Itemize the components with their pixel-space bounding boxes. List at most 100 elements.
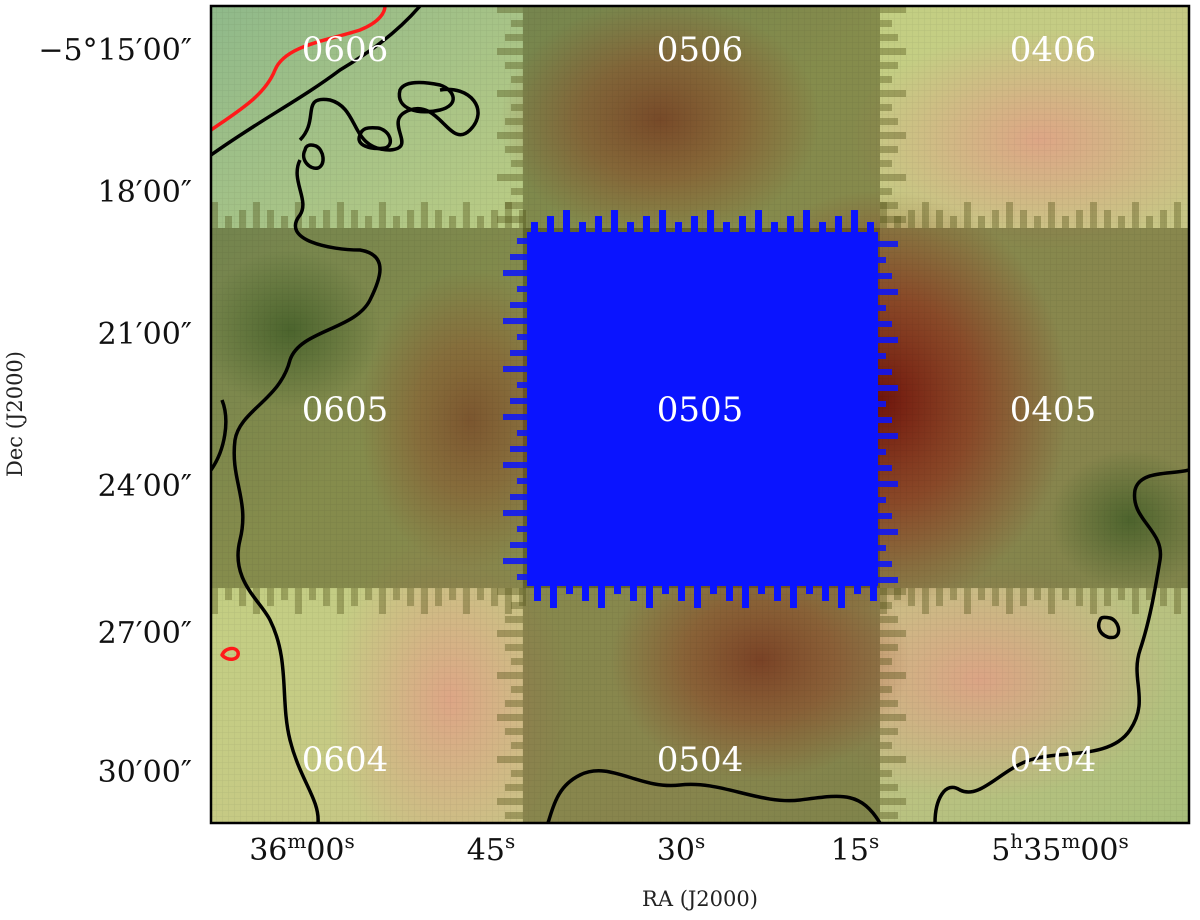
highlight-edge: [630, 586, 637, 601]
edge-serration: [1034, 588, 1041, 600]
highlighted-tile-0505[interactable]: [503, 210, 898, 608]
edge-serration: [880, 588, 906, 595]
edge-serration: [505, 202, 523, 209]
x-tick-label: 30s: [657, 829, 705, 868]
edge-serration: [936, 588, 943, 606]
edge-serration: [978, 216, 985, 228]
highlight-edge: [503, 510, 527, 516]
highlight-edge: [517, 526, 527, 532]
edge-serration: [421, 202, 428, 228]
edge-serration: [323, 210, 330, 228]
highlight-edge: [822, 586, 829, 601]
highlight-edge: [510, 494, 527, 500]
edge-serration: [1174, 202, 1181, 228]
edge-serration: [309, 216, 316, 228]
edge-serration: [309, 588, 316, 600]
edge-serration: [1160, 588, 1167, 606]
edge-serration: [936, 210, 943, 228]
highlight-edge: [517, 334, 527, 340]
highlight-edge: [582, 586, 589, 601]
highlight-edge: [878, 321, 892, 327]
edge-serration: [1132, 588, 1139, 614]
highlight-edge: [643, 216, 650, 232]
highlight-edge: [566, 586, 573, 594]
tile-label-0606: 0606: [302, 30, 389, 70]
tile-label-0405: 0405: [1010, 390, 1097, 430]
highlight-tile-body: [527, 232, 878, 586]
edge-serration: [239, 210, 246, 228]
edge-serration: [1146, 216, 1153, 228]
x-tick-label: 45s: [467, 829, 515, 868]
highlight-edge: [611, 210, 618, 232]
edge-serration: [505, 62, 523, 69]
highlight-edge: [851, 210, 858, 232]
edge-serration: [880, 216, 906, 223]
edge-serration: [449, 216, 456, 228]
highlight-edge: [510, 542, 527, 548]
edge-serration: [880, 756, 906, 763]
highlight-edge: [878, 257, 886, 263]
tile-label-0504: 0504: [657, 740, 744, 780]
contour-lines-red: [211, 6, 387, 661]
edge-serration: [511, 742, 523, 749]
highlight-edge: [878, 481, 898, 487]
edge-serration: [908, 588, 915, 606]
edge-serration: [1062, 216, 1069, 228]
highlight-edge: [878, 561, 892, 567]
highlight-edge: [547, 216, 554, 232]
highlight-edge: [854, 586, 861, 594]
edge-serration: [505, 700, 523, 707]
highlight-edge: [790, 586, 797, 608]
edge-serration: [1174, 588, 1181, 614]
highlight-edge: [510, 350, 527, 356]
edge-serration: [281, 588, 288, 600]
highlight-edge: [838, 586, 845, 608]
edge-serration: [407, 210, 414, 228]
edge-serration: [880, 644, 898, 651]
tile-labels: 0606 0506 0406 0605 0505 0405 0604 0504 0404: [302, 30, 1097, 780]
edge-serration: [880, 714, 906, 721]
edge-serration: [379, 202, 386, 228]
map-plot-area: 0606 0506 0406 0605 0505 0405 0604 0504 0404: [211, 6, 1189, 823]
highlight-edge: [867, 222, 874, 232]
edge-serration: [1132, 202, 1139, 228]
edge-serration: [880, 160, 892, 167]
edge-serration: [365, 588, 372, 600]
highlight-edge: [878, 305, 886, 311]
highlight-edge: [510, 446, 527, 452]
edge-serration: [922, 588, 929, 614]
edge-serration: [880, 188, 892, 195]
edge-serration: [477, 588, 484, 600]
edge-serration: [1020, 210, 1027, 228]
edge-serration: [1104, 210, 1111, 228]
edge-serration: [880, 728, 898, 735]
edge-serration: [894, 588, 901, 600]
edge-serration: [1076, 210, 1083, 228]
highlight-edge: [878, 369, 892, 375]
edge-serration: [295, 588, 302, 614]
highlight-edge: [755, 210, 762, 232]
edge-serration: [880, 6, 906, 13]
edge-serration: [497, 672, 523, 679]
highlight-edge: [878, 465, 892, 471]
edge-serration: [511, 686, 523, 693]
highlight-edge: [878, 241, 898, 247]
edge-serration: [880, 146, 898, 153]
edge-serration: [497, 174, 523, 181]
tile-edge-serrations: [211, 6, 1189, 819]
highlight-edge: [517, 382, 527, 388]
highlight-edge: [771, 222, 778, 232]
highlight-edge: [878, 353, 886, 359]
highlight-edge: [517, 478, 527, 484]
highlight-edge: [806, 586, 813, 594]
edge-serration: [281, 216, 288, 228]
highlight-edge: [878, 337, 898, 343]
highlight-edge: [510, 398, 527, 404]
edge-serration: [880, 104, 892, 111]
edge-serration: [505, 812, 523, 819]
edge-serration: [225, 588, 232, 600]
edge-serration: [497, 132, 523, 139]
highlight-edge: [774, 586, 781, 601]
highlight-edge: [678, 586, 685, 601]
